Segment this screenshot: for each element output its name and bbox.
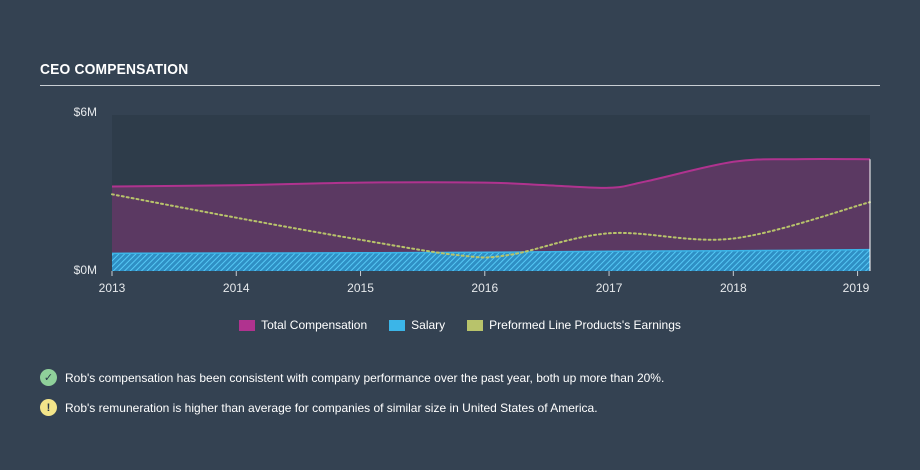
salary-area xyxy=(112,249,870,271)
total-compensation-line xyxy=(111,158,871,189)
ceo-compensation-chart: $0M $6M 2013 2014 2015 2016 2017 2018 2019 xyxy=(74,105,871,295)
x-tick-label-2019: 2019 xyxy=(843,281,870,295)
page-title: CEO COMPENSATION xyxy=(40,61,189,78)
x-tick-label-2016: 2016 xyxy=(471,281,498,295)
chart-legend: Total Compensation Salary Preformed Line P… xyxy=(0,318,920,332)
title-divider xyxy=(40,85,880,86)
legend-swatch xyxy=(389,319,406,331)
x-tick-label-2014: 2014 xyxy=(223,281,250,295)
total-compensation-area xyxy=(112,159,870,271)
legend-label: Total Compensation xyxy=(261,318,368,332)
legend-swatch xyxy=(467,319,484,331)
x-tick-label-2013: 2013 xyxy=(99,281,126,295)
series-total-compensation xyxy=(111,158,871,271)
legend-item-salary: Salary xyxy=(389,318,445,332)
salary-line xyxy=(111,248,871,255)
warning-icon: ! xyxy=(40,399,57,416)
check-icon: ✓ xyxy=(40,369,57,386)
note-text: Rob's remuneration is higher than averag… xyxy=(65,400,598,415)
legend-label: Salary xyxy=(411,318,446,332)
earnings-line xyxy=(111,193,871,259)
x-tick-label-2015: 2015 xyxy=(347,281,374,295)
x-tick-label-2017: 2017 xyxy=(596,281,623,295)
plot-background xyxy=(112,115,870,271)
note-text: Rob's compensation has been consistent w… xyxy=(65,370,665,385)
note-above-average-pay: ! Rob's remuneration is higher than aver… xyxy=(40,399,598,416)
series-preformed-line-products-s-earnings xyxy=(111,193,871,259)
legend-swatch xyxy=(239,319,256,331)
y-tick-label-$6M: $6M xyxy=(74,105,97,119)
legend-item-preformed-line-products-s-earnings: Preformed Line Products's Earnings xyxy=(467,318,681,332)
y-tick-label-$0M: $0M xyxy=(74,263,97,277)
note-consistent-performance: ✓ Rob's compensation has been consistent… xyxy=(40,369,664,386)
series-salary xyxy=(111,248,871,271)
legend-label: Preformed Line Products's Earnings xyxy=(489,318,681,332)
x-tick-label-2018: 2018 xyxy=(720,281,747,295)
legend-item-total-compensation: Total Compensation xyxy=(239,318,367,332)
